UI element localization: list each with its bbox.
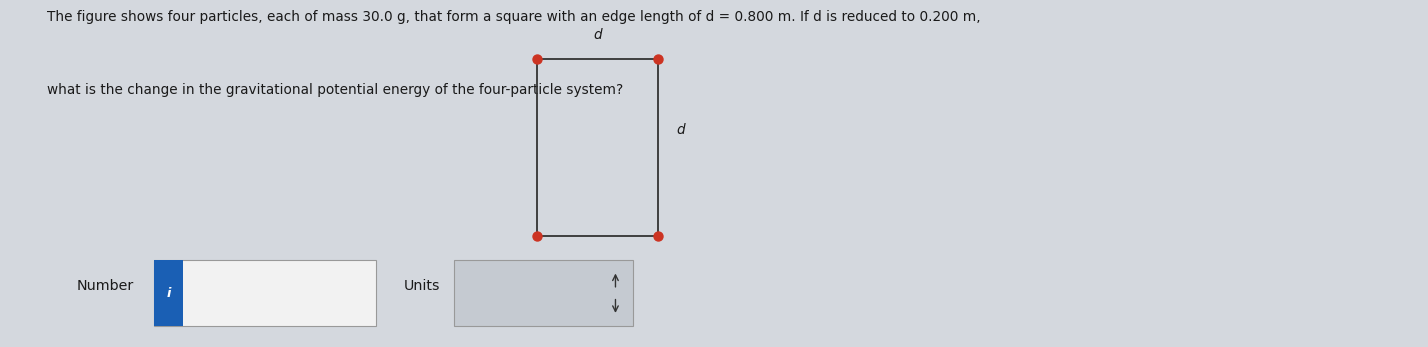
- Point: [526, 233, 548, 239]
- Text: what is the change in the gravitational potential energy of the four-particle sy: what is the change in the gravitational …: [47, 83, 624, 97]
- FancyBboxPatch shape: [454, 260, 633, 326]
- FancyBboxPatch shape: [154, 260, 183, 326]
- Point: [526, 56, 548, 62]
- Text: The figure shows four particles, each of mass 30.0 g, that form a square with an: The figure shows four particles, each of…: [47, 10, 981, 24]
- Text: d: d: [593, 28, 603, 42]
- Text: Number: Number: [77, 279, 134, 293]
- FancyBboxPatch shape: [154, 260, 376, 326]
- Point: [647, 233, 670, 239]
- Text: d: d: [677, 123, 685, 137]
- Text: Units: Units: [404, 279, 441, 293]
- Point: [647, 56, 670, 62]
- Text: i: i: [166, 287, 171, 300]
